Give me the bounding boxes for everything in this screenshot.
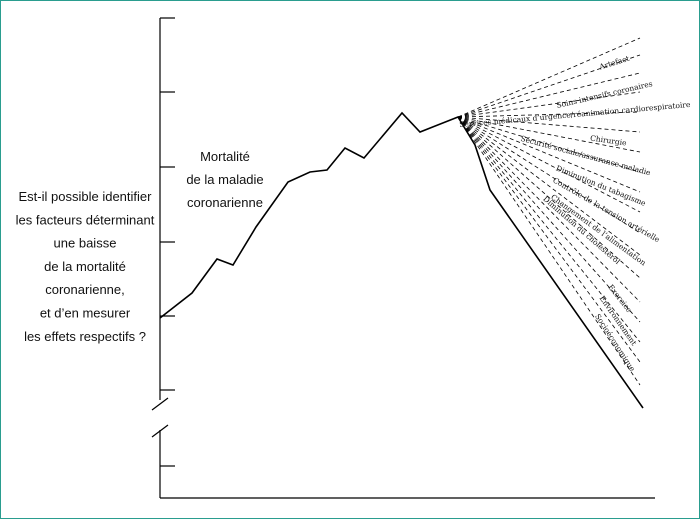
dashed-line xyxy=(457,116,641,343)
dashed-line xyxy=(457,116,641,213)
mortality-label: de la maladie xyxy=(186,172,263,187)
question-line: Est-il possible identifier xyxy=(19,189,153,204)
dashed-line xyxy=(457,91,641,118)
dashed-line xyxy=(457,116,641,133)
question-line: coronarienne, xyxy=(45,282,125,297)
mortality-label: Mortalité xyxy=(200,149,250,164)
mortality-label: coronarienne xyxy=(187,195,263,210)
dashed-line xyxy=(457,116,641,363)
dashed-line xyxy=(457,116,641,256)
mortality-line xyxy=(159,111,644,409)
dashed-line xyxy=(457,116,641,193)
question-line: une baisse xyxy=(54,236,117,251)
dashed-line xyxy=(457,111,641,118)
dashed-line xyxy=(457,116,641,279)
dashed-line xyxy=(457,116,641,153)
question-line: les facteurs déterminant xyxy=(16,212,155,227)
question-line: de la mortalité xyxy=(44,259,126,274)
dashed-line xyxy=(457,72,641,118)
dashed-line xyxy=(457,116,641,386)
dashed-line xyxy=(457,37,641,118)
dashed-line xyxy=(457,116,641,323)
dashed-line xyxy=(457,116,641,173)
question-line: et d’en mesurer xyxy=(40,306,131,321)
dashed-line xyxy=(457,116,641,303)
scenario-lines xyxy=(457,37,641,386)
dashed-line xyxy=(457,116,641,234)
question-line: les effets respectifs ? xyxy=(24,329,146,344)
